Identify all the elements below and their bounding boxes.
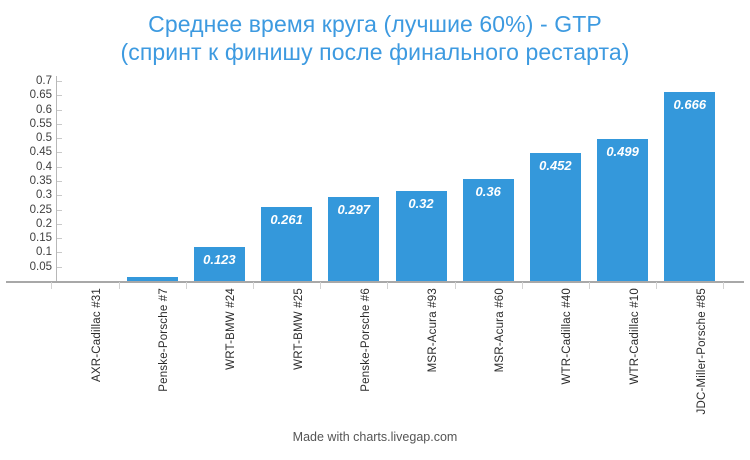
bar-value-label: 0.452	[539, 157, 572, 173]
chart-title-line-2: (спринт к финишу после финального рестар…	[120, 39, 630, 65]
bar-group[interactable]: 0.32	[395, 190, 447, 282]
x-axis-category-label-text: WTR-Cadillac #40	[561, 288, 574, 385]
chart-title: Среднее время круга (лучшие 60%) - GTP (с…	[0, 10, 750, 66]
y-axis-tick-mark	[56, 138, 62, 139]
x-axis-tick-separator	[253, 282, 254, 289]
chart-title-line-1: Среднее время круга (лучшие 60%) - GTP	[148, 11, 602, 37]
x-axis-tick-separator	[522, 282, 523, 289]
bar-group[interactable]: 0.297	[328, 197, 380, 282]
x-axis-category-labels: AXR-Cadillac #31 Penske-Porsche #7 WRT-BMW…	[0, 282, 750, 422]
x-axis-category-label-text: WTR-Cadillac #10	[628, 288, 641, 385]
bar-group[interactable]: 0.261	[261, 207, 313, 282]
bar-group[interactable]: 0.452	[529, 152, 581, 282]
x-axis-tick-separator	[387, 282, 388, 289]
bar-value-label: 0.36	[475, 184, 501, 200]
x-axis-category-label-text: MSR-Acura #60	[494, 288, 507, 373]
y-axis-tick-mark	[56, 81, 62, 82]
y-axis-tick-mark	[56, 124, 62, 125]
y-axis-tick-label: 0.7	[36, 75, 52, 87]
bars-layer: 0.016 0.123 0.261 0.297 0.32 0.36 0.452 0.499 0.…	[126, 91, 716, 282]
y-axis-tick-label: 0.55	[29, 117, 52, 130]
bar-value-label: 0.666	[673, 96, 707, 112]
y-axis-tick-mark	[56, 210, 62, 211]
x-axis-line	[6, 281, 744, 283]
y-axis-line	[56, 76, 57, 282]
x-axis-category-label: AXR-Cadillac #31	[91, 288, 103, 382]
bar[interactable]	[126, 277, 178, 282]
x-axis-category-label-text: Penske-Porsche #7	[158, 288, 171, 392]
bar-group[interactable]: 0.016	[126, 277, 178, 282]
x-axis-category-label: WRT-BMW #24	[225, 288, 237, 370]
y-axis-tick-mark	[56, 167, 62, 168]
y-axis-tick-label: 0.45	[29, 146, 52, 159]
x-axis-category-label: MSR-Acura #60	[494, 288, 506, 372]
y-axis-tick-label: 0.4	[36, 160, 52, 173]
x-axis-tick-separator	[723, 282, 724, 289]
y-axis-tick-label: 0.1	[36, 246, 52, 259]
chart-footer: Made with charts.livegap.com	[292, 430, 458, 444]
x-axis-category-label-text: WRT-BMW #24	[225, 288, 238, 370]
x-axis-category-label: JDC-Miller-Porsche #85	[696, 288, 708, 414]
y-axis-tick-mark	[56, 238, 62, 239]
x-axis-category-label-text: AXR-Cadillac #31	[91, 288, 103, 382]
x-axis-category-label: Penske-Porsche #6	[360, 288, 372, 392]
bar[interactable]	[395, 190, 447, 282]
bar-group[interactable]: 0.123	[193, 246, 245, 282]
x-axis-tick-separator	[51, 282, 52, 289]
x-axis-category-label: WRT-BMW #25	[293, 288, 305, 370]
x-axis-tick-separator	[186, 282, 187, 289]
bar[interactable]	[193, 246, 245, 282]
bar-group[interactable]: 0.36	[462, 179, 514, 282]
y-axis-tick-mark	[56, 181, 62, 182]
y-axis-tick-label: 0.2	[36, 217, 52, 230]
bar[interactable]	[261, 207, 313, 282]
y-axis-tick-label: 0.25	[29, 203, 52, 216]
x-axis-category-label-text: WRT-BMW #25	[292, 288, 305, 370]
x-axis-tick-separator	[589, 282, 590, 289]
bar-value-label: 0.123	[203, 251, 236, 267]
bar-value-label: 0.297	[337, 202, 371, 218]
y-axis-tick-labels: 0.05 0.1 0.15 0.2 0.25 0.3 0.35 0.4 0.45 0.5 0.55 0…	[0, 0, 52, 460]
y-axis-tick-label: 0.15	[29, 232, 52, 245]
y-axis-tick-mark	[56, 195, 62, 196]
bar-value-label: 0.499	[606, 144, 639, 160]
x-axis-tick-separator	[119, 282, 120, 289]
bar-value-label: 0.261	[270, 212, 303, 228]
x-axis-category-label-text: Penske-Porsche #6	[359, 288, 372, 392]
y-axis-tick-label: 0.3	[36, 189, 52, 202]
x-axis-category-label: MSR-Acura #93	[427, 288, 439, 372]
y-axis-tick-mark	[56, 95, 62, 96]
x-axis-category-label-text: JDC-Miller-Porsche #85	[695, 288, 708, 415]
y-axis-tick-mark	[56, 152, 62, 153]
y-axis-tick-label: 0.5	[36, 132, 52, 145]
x-axis-tick-separator	[656, 282, 657, 289]
bar[interactable]	[328, 197, 380, 282]
y-axis-tick-label: 0.6	[36, 103, 52, 116]
y-axis-tick-label: 0.65	[29, 89, 52, 102]
bar[interactable]	[597, 139, 649, 282]
y-axis-tick-mark	[56, 224, 62, 225]
y-axis-tick-label: 0.35	[29, 175, 52, 187]
y-axis-tick-mark	[56, 267, 62, 268]
bar[interactable]	[529, 152, 581, 282]
x-axis-category-label: WTR-Cadillac #40	[561, 288, 573, 385]
x-axis-category-label: Penske-Porsche #7	[158, 288, 170, 392]
bar[interactable]	[462, 179, 514, 282]
x-axis-tick-separator	[455, 282, 456, 289]
x-axis-category-label: WTR-Cadillac #10	[629, 288, 641, 385]
y-axis-tick-mark	[56, 110, 62, 111]
bar-group[interactable]: 0.666	[664, 91, 716, 282]
x-axis-tick-separator	[320, 282, 321, 289]
y-axis-tick-mark	[56, 252, 62, 253]
x-axis-category-label-text: MSR-Acura #93	[427, 288, 439, 373]
bar[interactable]	[664, 91, 716, 282]
bar-value-label: 0.32	[408, 195, 434, 211]
bar-group[interactable]: 0.499	[597, 139, 649, 282]
y-axis-tick-label: 0.05	[29, 260, 52, 273]
